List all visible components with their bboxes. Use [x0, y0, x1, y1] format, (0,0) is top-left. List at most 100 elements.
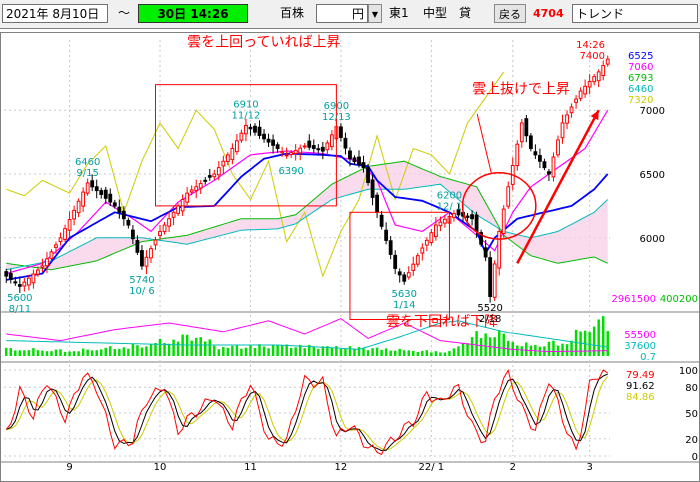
volume-bar	[384, 348, 388, 356]
volume-bar	[262, 346, 266, 356]
candle-body	[320, 146, 325, 152]
volume-bar	[294, 347, 297, 356]
candle-body	[271, 139, 275, 146]
volume-bar	[547, 341, 551, 356]
candle-body	[528, 135, 533, 149]
candle-body	[325, 142, 330, 151]
candle-body	[406, 272, 411, 278]
volume-bar	[470, 337, 474, 356]
candle-body	[452, 213, 456, 219]
candle-body	[438, 221, 443, 227]
volume-bar	[516, 345, 519, 356]
volume-bar	[597, 319, 600, 356]
credit-label: 貸	[459, 6, 472, 20]
volume-bar	[493, 337, 496, 356]
volume-legend-4: 0.7	[640, 352, 656, 363]
osc-axis-label-3: 20	[685, 435, 698, 446]
volume-bar	[556, 345, 560, 356]
candle-body	[189, 189, 194, 193]
unit-label: 百株	[280, 6, 305, 20]
volume-bar	[601, 316, 605, 356]
candle-body	[45, 258, 49, 267]
price-label-0: 5600	[7, 293, 32, 304]
candle-body	[538, 155, 542, 162]
candle-body	[17, 284, 22, 287]
volume-bar	[466, 343, 469, 356]
price-axis-label-0: 7000	[640, 106, 665, 117]
volume-bar	[27, 350, 31, 356]
volume-bar	[90, 350, 94, 356]
volume-bar	[375, 347, 379, 356]
price-legend-0: 6525	[628, 51, 653, 62]
x-tick-label-3: 12	[335, 462, 348, 473]
candle-body	[280, 151, 285, 154]
volume-bar	[312, 346, 316, 356]
trend-arrow-head-icon	[590, 110, 599, 121]
period-time-field[interactable]: 30日 14:26	[138, 4, 248, 23]
candle-body	[298, 147, 303, 154]
volume-bar	[158, 338, 162, 356]
price-header-1: 7400	[580, 51, 605, 62]
candle-body	[443, 218, 447, 224]
volume-bar	[289, 347, 293, 356]
volume-bar	[353, 348, 356, 356]
volume-bar	[402, 350, 406, 356]
candle-body	[112, 202, 117, 207]
candle-body	[221, 160, 226, 167]
price-label-7: 5630	[392, 289, 417, 300]
size-label: 中型	[423, 6, 448, 20]
volume-bar	[425, 350, 429, 356]
price-label-8: 5520	[477, 303, 502, 314]
price-axis-label-1: 6500	[640, 170, 665, 181]
candle-body	[569, 106, 574, 114]
candle-body	[497, 230, 502, 269]
candle-body	[76, 200, 81, 214]
volume-bar	[86, 349, 89, 356]
volume-bar	[416, 352, 420, 356]
x-tick-label-4: 22/ 1	[419, 462, 445, 473]
trend-field[interactable]: トレンド	[572, 4, 698, 23]
candle-body	[375, 194, 379, 213]
candle-body	[474, 214, 479, 232]
date-field[interactable]: 2021年 8月10日	[2, 4, 108, 23]
volume-legend-2: 55500	[624, 330, 656, 341]
volume-bar	[81, 348, 85, 356]
candle-body	[284, 154, 289, 157]
candle-body	[515, 143, 520, 167]
candle-body	[153, 239, 158, 246]
volume-bar	[276, 345, 279, 356]
osc-axis-label-1: 80	[685, 383, 698, 394]
volume-bar	[23, 350, 26, 356]
currency-dropdown-arrow-icon[interactable]: ▼	[368, 4, 382, 23]
candle-body	[162, 224, 167, 233]
volume-bar	[240, 348, 243, 356]
volume-bar	[9, 348, 13, 356]
candle-body	[302, 145, 307, 148]
candle-body	[8, 273, 13, 280]
date-label-4: 12/13	[322, 112, 351, 123]
candle-body	[194, 186, 199, 191]
osc-legend-1: 91.62	[626, 381, 655, 392]
volume-bar	[99, 349, 103, 356]
back-button[interactable]: 戻る	[494, 4, 526, 23]
volume-bar	[167, 343, 171, 356]
volume-bar	[172, 339, 175, 356]
candle-body	[311, 145, 316, 149]
volume-bar	[32, 348, 35, 356]
volume-bar	[389, 350, 392, 356]
candle-body	[235, 140, 239, 153]
currency-select[interactable]: 円	[316, 4, 368, 23]
volume-bar	[104, 347, 107, 356]
candle-body	[207, 175, 212, 178]
candle-body	[343, 137, 348, 149]
volume-bar	[190, 340, 193, 356]
candle-body	[171, 211, 176, 218]
price-label-5: 6390	[278, 166, 303, 177]
volume-bar	[497, 330, 501, 356]
volume-bar	[5, 347, 8, 356]
candle-body	[415, 255, 420, 265]
volume-bar	[226, 347, 230, 356]
candle-body	[488, 257, 493, 298]
oscillator-slow-d-line	[6, 376, 609, 451]
candle-body	[370, 179, 375, 198]
